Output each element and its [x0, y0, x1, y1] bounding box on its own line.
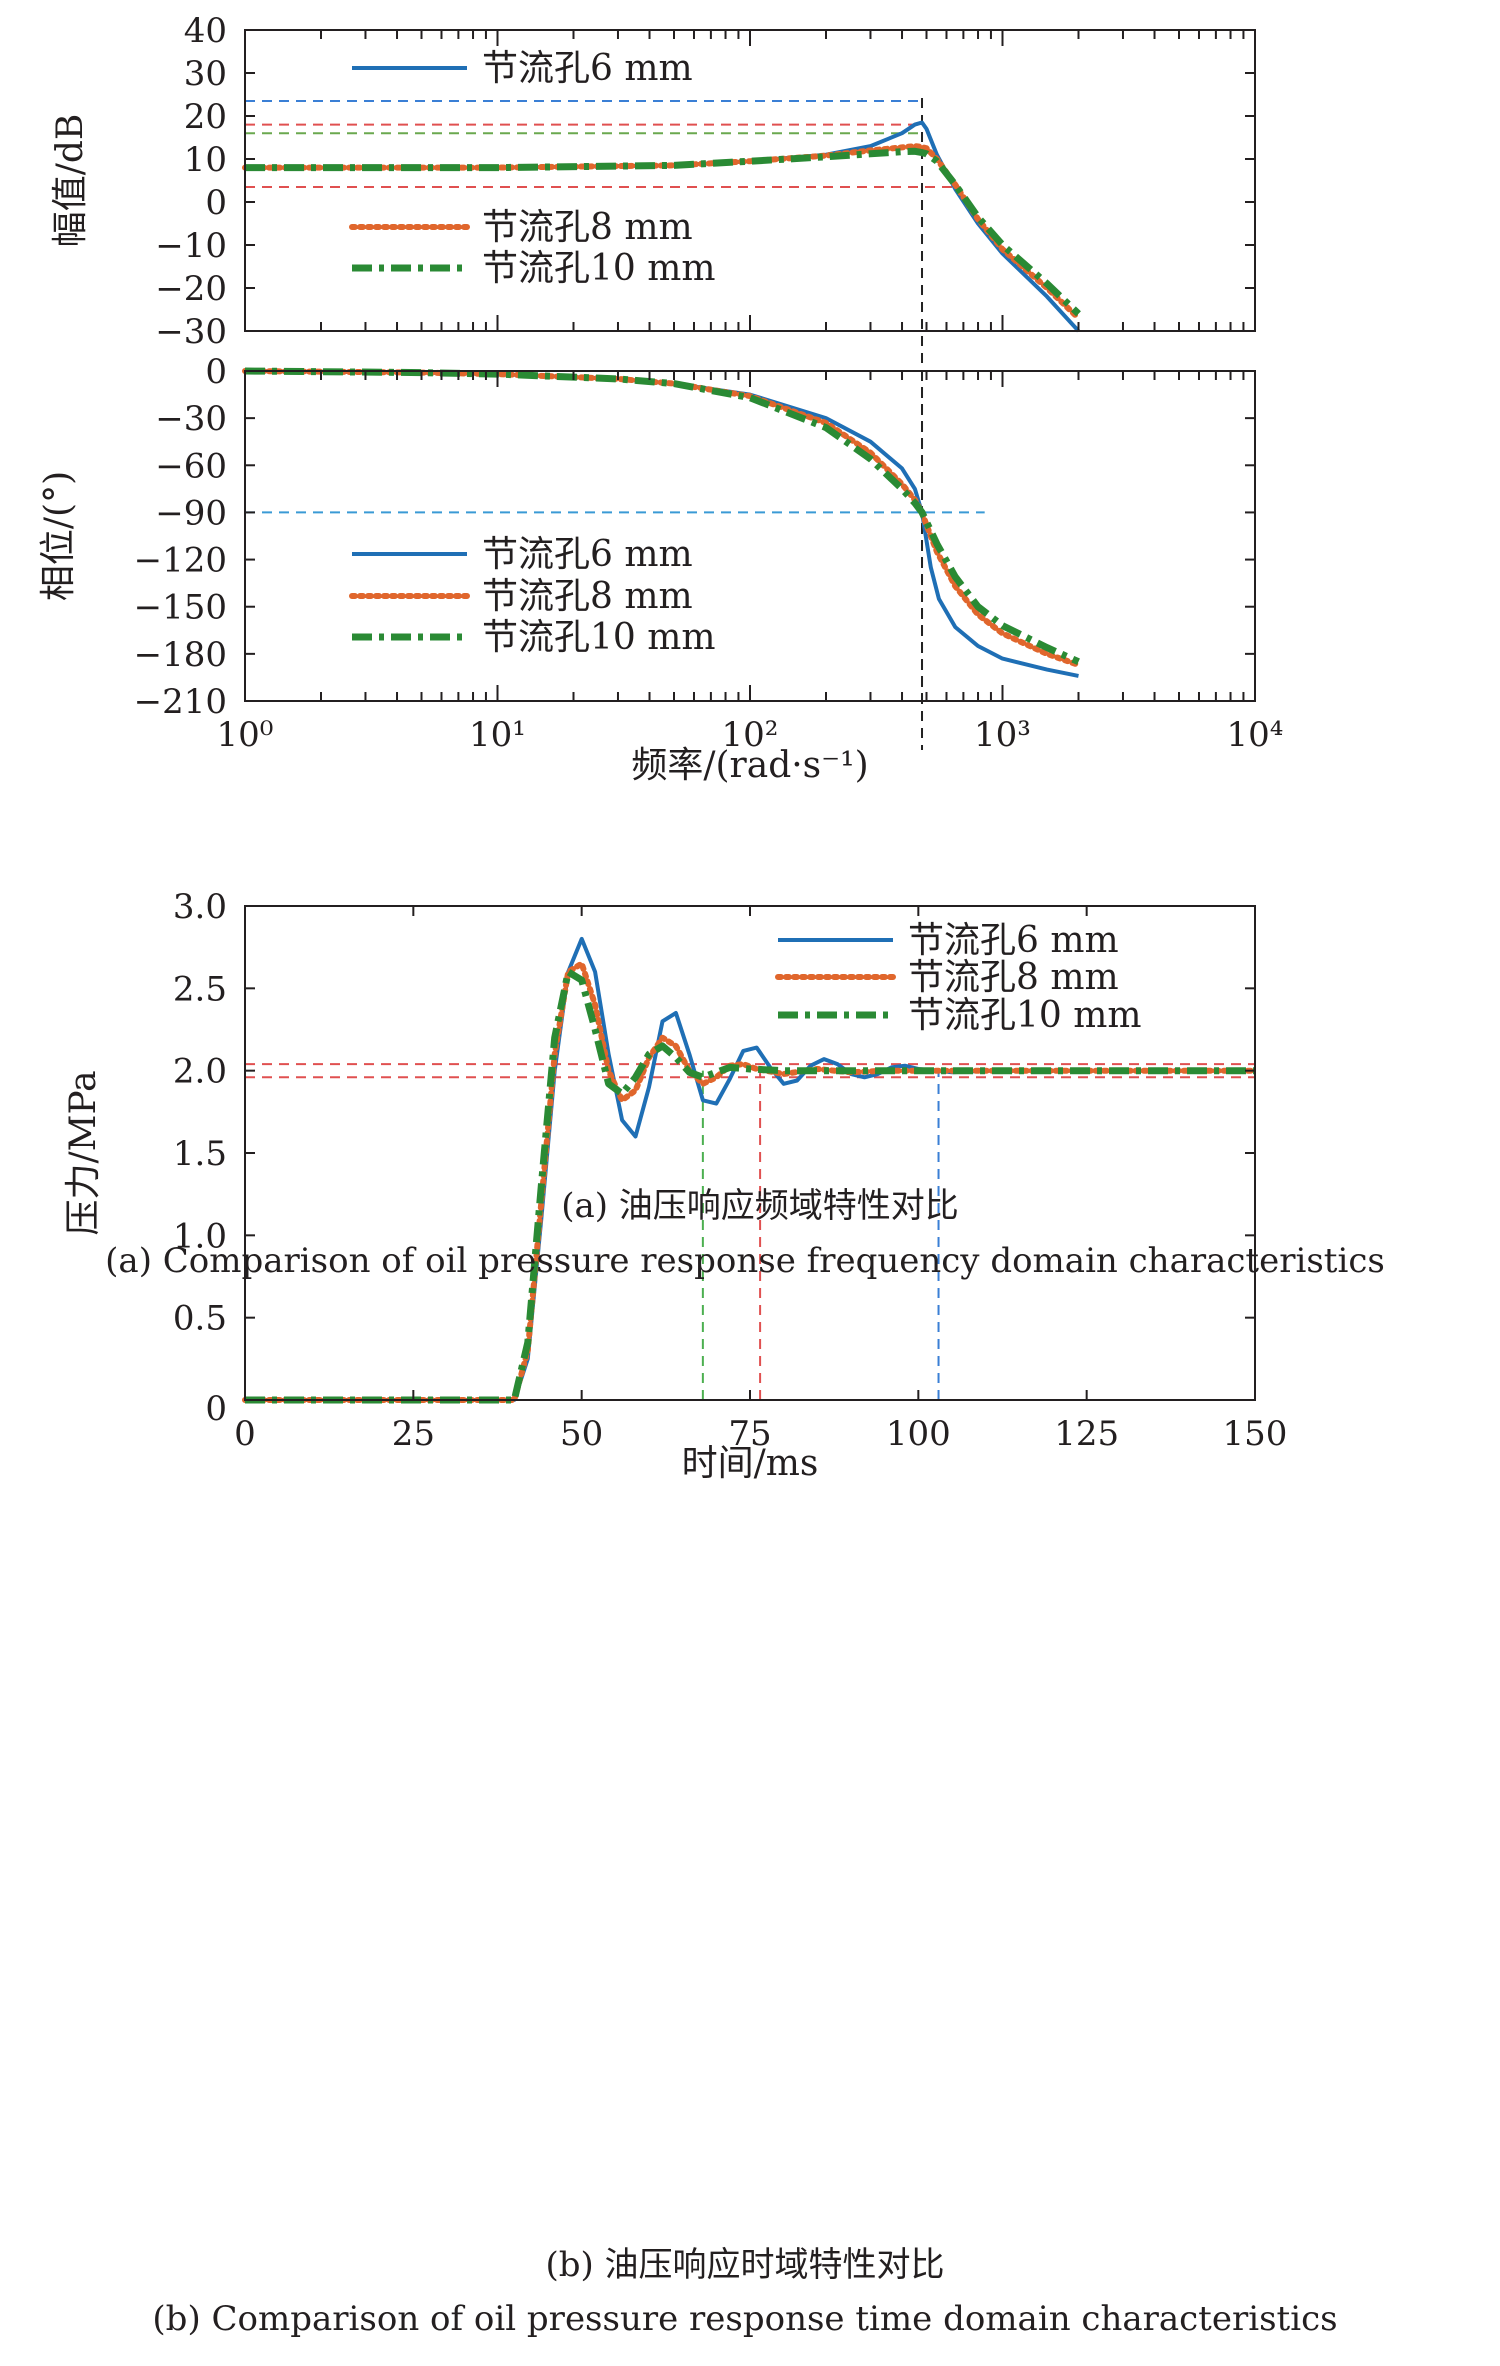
y-tick-label: −30 — [155, 399, 227, 439]
y-tick-label: 0 — [205, 1389, 227, 1429]
y-tick-label: 30 — [184, 54, 227, 94]
y-tick-label: 40 — [184, 11, 227, 51]
legend-label: 节流孔8 mm — [908, 957, 1119, 998]
x-tick-label: 100 — [886, 1414, 951, 1454]
caption-b-zh: (b) 油压响应时域特性对比 — [545, 2245, 944, 2285]
y-tick-label: 3.0 — [173, 887, 227, 927]
legend-label: 节流孔6 mm — [482, 534, 693, 575]
y-tick-label: 2.5 — [173, 969, 227, 1009]
y-tick-label: −150 — [134, 588, 227, 628]
legend-label: 节流孔8 mm — [482, 207, 693, 248]
plot-frame — [244, 29, 1256, 332]
plot-frame — [244, 370, 1256, 702]
y-tick-label: −30 — [155, 312, 227, 352]
x-tick-label: 10² — [722, 715, 779, 755]
x-tick-label: 0 — [234, 1414, 256, 1454]
legend-label: 节流孔6 mm — [908, 920, 1119, 961]
legend-label: 节流孔8 mm — [482, 576, 693, 617]
x-tick-label: 75 — [728, 1414, 771, 1454]
y-tick-label: 2.0 — [173, 1052, 227, 1092]
y-tick-label: −10 — [155, 226, 227, 266]
y-axis-label: 幅值/dB — [50, 114, 91, 248]
y-tick-label: 0.5 — [173, 1299, 227, 1339]
x-axis-label: 频率/(rad·s⁻¹) — [631, 745, 868, 786]
x-tick-label: 125 — [1054, 1414, 1119, 1454]
x-tick-label: 10¹ — [469, 715, 526, 755]
y-tick-label: −90 — [155, 493, 227, 533]
y-tick-label: 20 — [184, 97, 227, 137]
series-line-1 — [242, 960, 1258, 1403]
x-tick-label: 10⁴ — [1227, 715, 1284, 755]
y-tick-label: −20 — [155, 269, 227, 309]
legend-label: 节流孔10 mm — [908, 995, 1142, 1036]
y-tick-label: −120 — [134, 541, 227, 581]
y-axis-label: 压力/MPa — [63, 1070, 104, 1235]
x-tick-label: 150 — [1223, 1414, 1288, 1454]
caption-a-en: (a) Comparison of oil pressure response … — [105, 1241, 1385, 1281]
y-tick-label: −180 — [134, 635, 227, 675]
x-tick-label: 10³ — [974, 715, 1031, 755]
x-axis-label: 时间/ms — [682, 1443, 819, 1484]
y-tick-label: 1.0 — [173, 1216, 227, 1256]
y-tick-label: −210 — [134, 682, 227, 722]
phase-plot: −210 −180 −150 −120 −90 −60 −30 0 10⁰ 10¹ 10² 10³ 10… — [38, 352, 1283, 786]
series-line-2 — [245, 968, 1255, 1404]
series-line-2 — [245, 147, 1081, 317]
y-tick-label: 1.5 — [173, 1134, 227, 1174]
x-tick-label: 10⁰ — [217, 715, 274, 755]
y-axis-label: 相位/(°) — [38, 471, 79, 601]
x-tick-label: 25 — [392, 1414, 435, 1454]
legend-label: 节流孔10 mm — [482, 617, 716, 658]
y-tick-label: 0 — [205, 183, 227, 223]
series-line-2 — [244, 367, 1080, 665]
legend-label: 节流孔6 mm — [482, 48, 693, 89]
time-plot: 0.5 1.0 1.5 2.0 2.5 3.0 00 25 50 75 100 125 150 压力/MP… — [63, 887, 1287, 1484]
y-tick-label: 10 — [184, 140, 227, 180]
legend-label: 节流孔10 mm — [482, 248, 716, 289]
y-tick-label: −60 — [155, 446, 227, 486]
x-tick-label: 50 — [560, 1414, 603, 1454]
caption-a-zh: (a) 油压响应频域特性对比 — [561, 1186, 959, 1226]
caption-b-en: (b) Comparison of oil pressure response … — [152, 2299, 1337, 2339]
y-tick-label: 0 — [205, 352, 227, 392]
